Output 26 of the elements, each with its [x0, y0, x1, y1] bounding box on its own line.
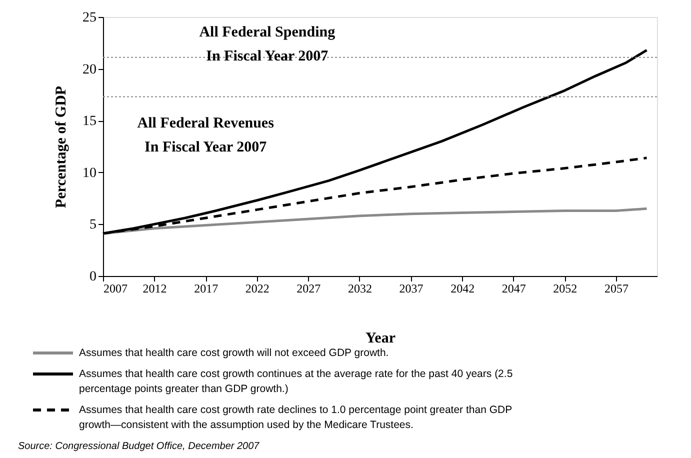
y-tick-label: 10 — [82, 166, 96, 181]
x-tick-label: 2032 — [348, 282, 372, 296]
source-note: Source: Congressional Budget Office, December 2007 — [18, 441, 260, 452]
x-tick-label: 2037 — [399, 282, 424, 296]
x-tick-label: 2012 — [142, 282, 167, 296]
y-tick-label: 0 — [90, 270, 96, 284]
x-tick-label: 2042 — [450, 282, 475, 296]
y-tick-label: 15 — [82, 114, 96, 130]
x-tick-label: 2022 — [245, 282, 270, 296]
legend-label: Assumes that health care cost growth continues at the average rate for the past 40 years (2.5 percentage points greater than GDP growth.) — [79, 368, 513, 395]
x-tick-label: 2057 — [604, 282, 628, 296]
line-series — [102, 207, 648, 235]
x-tick-label: 2047 — [502, 282, 526, 296]
y-tick-label: 20 — [82, 62, 96, 78]
y-axis-title: Percentage of GDP — [54, 86, 70, 208]
x-axis-title: Year — [366, 330, 396, 346]
ref-line-label: All Federal Revenues In Fiscal Year 2007 — [137, 116, 274, 156]
legend-label: Assumes that health care cost growth will not exceed GDP growth. — [79, 347, 389, 359]
x-tick-label: 2027 — [296, 282, 321, 296]
x-tick-label: 2007 — [104, 282, 128, 296]
legend-label: Assumes that health care cost growth rate declines to 1.0 percentage point greater than GDP growth—consistent with the assumption used by the Medicare Trustees. — [79, 404, 512, 431]
x-tick-label: 2052 — [553, 282, 578, 296]
y-tick-label: 25 — [82, 10, 96, 26]
ref-line-label: All Federal Spending In Fiscal Year 2007 — [199, 24, 336, 65]
x-tick-label: 2017 — [194, 282, 218, 296]
y-tick-label: 5 — [90, 218, 96, 233]
